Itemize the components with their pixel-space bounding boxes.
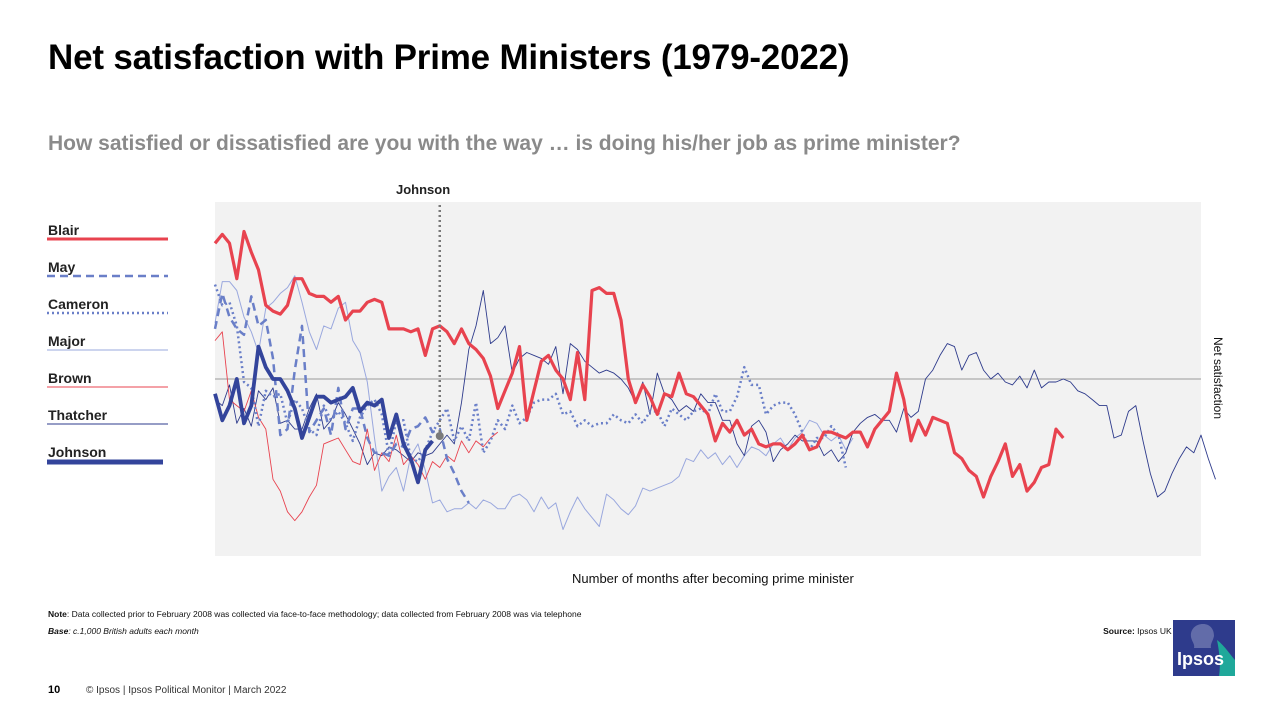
series-line-may — [213, 292, 470, 504]
legend-item-brown: Brown — [47, 366, 172, 403]
logo-silhouette-icon — [1190, 624, 1235, 676]
ipsos-logo: Ipsos — [1173, 620, 1235, 676]
legend-item-cameron: Cameron — [47, 292, 172, 329]
legend-label-may: May — [48, 259, 76, 275]
series-line-cameron — [213, 284, 848, 468]
source-label: Source: — [1103, 626, 1135, 636]
methodology-note: Note: Data collected prior to February 2… — [48, 609, 581, 619]
base-text: : c.1,000 British adults each month — [68, 626, 199, 636]
series-line-blair — [213, 229, 1065, 499]
legend-label-blair: Blair — [48, 222, 80, 238]
question-subtitle: How satisfied or dissatisfied are you wi… — [48, 132, 961, 155]
y-axis-label: Net satisfaction — [1211, 336, 1225, 420]
logo-text: Ipsos — [1177, 649, 1225, 669]
legend-label-johnson: Johnson — [48, 444, 107, 460]
series-line-thatcher — [214, 290, 1216, 498]
legend-label-cameron: Cameron — [48, 296, 109, 312]
series-line-johnson — [213, 344, 434, 485]
legend-label-thatcher: Thatcher — [48, 407, 108, 423]
legend-item-thatcher: Thatcher — [47, 403, 172, 440]
legend-swatch-major — [47, 349, 168, 351]
legend-swatch-brown — [47, 386, 168, 388]
johnson-marker-dot — [435, 432, 444, 440]
legend-swatch-johnson — [47, 459, 163, 465]
chart-legend: Blair May Cameron Major Brown Thatcher J… — [47, 218, 172, 477]
legend-label-brown: Brown — [48, 370, 92, 386]
page-title: Net satisfaction with Prime Ministers (1… — [48, 38, 850, 77]
legend-item-may: May — [47, 255, 172, 292]
legend-item-johnson: Johnson — [47, 440, 172, 477]
legend-label-major: Major — [48, 333, 86, 349]
series-line-major — [214, 275, 854, 530]
note-label: Note — [48, 609, 67, 619]
page-number: 10 — [48, 684, 61, 696]
footer-text: © Ipsos | Ipsos Political Monitor | Marc… — [86, 685, 287, 696]
base-note: Base: c.1,000 British adults each month — [48, 626, 199, 636]
series-line-brown — [214, 331, 499, 522]
legend-item-blair: Blair — [47, 218, 172, 255]
base-label: Base — [48, 626, 69, 636]
note-text: : Data collected prior to February 2008 … — [66, 609, 582, 619]
legend-swatch-thatcher — [47, 423, 168, 425]
legend-swatch-may — [47, 274, 168, 278]
legend-swatch-blair — [47, 237, 168, 241]
x-axis-label: Number of months after becoming prime mi… — [572, 571, 854, 586]
legend-swatch-cameron — [47, 311, 168, 315]
legend-item-major: Major — [47, 329, 172, 366]
johnson-marker-label: Johnson — [396, 182, 451, 197]
